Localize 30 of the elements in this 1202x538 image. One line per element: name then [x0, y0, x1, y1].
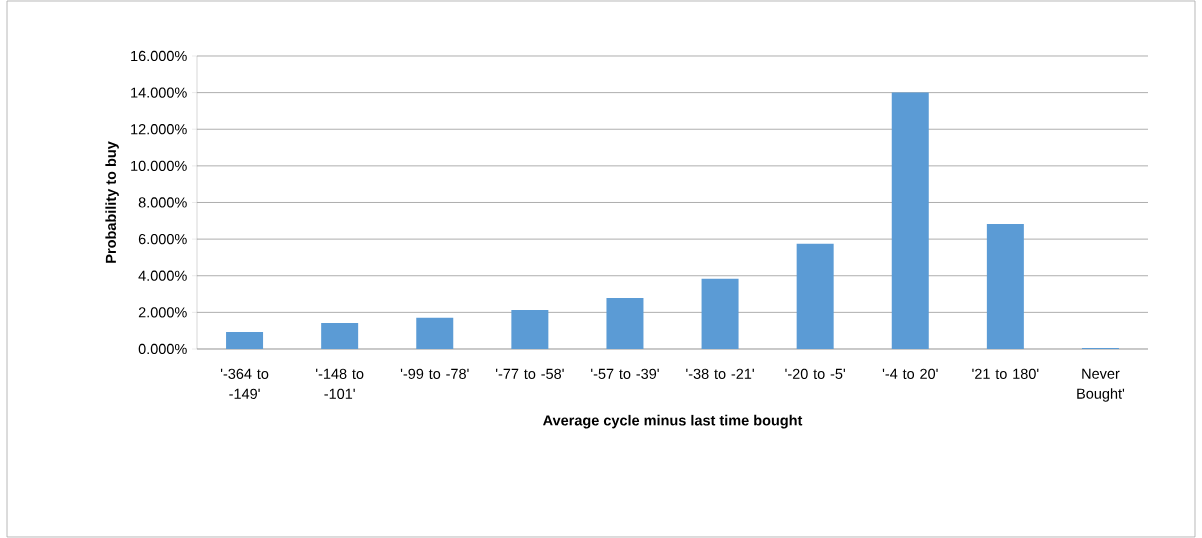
x-tick-label: Never Bought' [1077, 368, 1125, 402]
bar [416, 317, 454, 349]
x-tick-label: '-364 to -149' [220, 368, 269, 399]
bar [891, 92, 929, 349]
y-tick-label: 8.000% [138, 197, 187, 208]
y-tick-label: 6.000% [138, 233, 187, 245]
bar [796, 243, 834, 349]
bar [701, 278, 739, 349]
y-tick-label: 0.000% [138, 343, 187, 355]
x-tick-label: '21 to 180' [972, 368, 1039, 379]
y-axis-title: Probability to buy [105, 141, 119, 263]
x-axis-title: Average cycle minus last time bought [543, 414, 803, 429]
x-tick-label: '-148 to -101' [316, 368, 364, 399]
bar [511, 309, 549, 349]
x-tick-label: '-57 to -39' [591, 368, 659, 379]
x-tick-label: '-38 to -21' [686, 368, 754, 379]
y-tick-label: 16.000% [131, 50, 187, 62]
x-tick-label: '-77 to -58' [495, 368, 564, 379]
y-tick-label: 12.000% [131, 124, 187, 135]
x-tick-label: '-4 to 20' [882, 368, 938, 379]
x-tick-label: '-20 to -5' [785, 368, 845, 379]
y-tick-label: 2.000% [138, 307, 187, 318]
bar [986, 223, 1024, 349]
bar [226, 331, 264, 349]
bar [606, 297, 644, 349]
bar [321, 322, 359, 349]
y-tick-label: 10.000% [131, 160, 187, 171]
y-tick-label: 4.000% [138, 270, 187, 281]
y-tick-label: 14.000% [131, 87, 187, 98]
x-tick-label: '-99 to -78' [400, 368, 469, 379]
